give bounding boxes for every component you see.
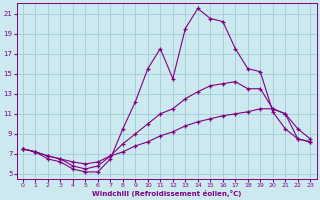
X-axis label: Windchill (Refroidissement éolien,°C): Windchill (Refroidissement éolien,°C) [92,190,241,197]
